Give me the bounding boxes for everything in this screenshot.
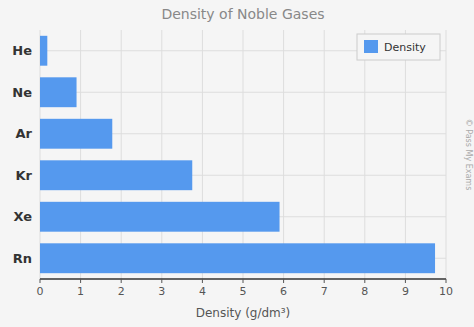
bar bbox=[40, 202, 280, 232]
grid-line-y bbox=[40, 92, 446, 93]
bar bbox=[40, 243, 435, 273]
grid-line-x bbox=[324, 30, 325, 279]
x-tick bbox=[243, 279, 244, 283]
y-tick-label: Ne bbox=[12, 85, 32, 100]
y-tick-label: Rn bbox=[13, 251, 32, 266]
x-tick bbox=[405, 279, 406, 283]
y-tick-label: He bbox=[12, 43, 32, 58]
y-axis: Rn Xe Kr Ar Ne He bbox=[12, 43, 32, 266]
x-tick bbox=[80, 279, 81, 283]
x-tick-label: 9 bbox=[402, 285, 409, 298]
x-tick-label: 0 bbox=[37, 285, 44, 298]
x-tick bbox=[161, 279, 162, 283]
bar bbox=[40, 119, 112, 149]
legend-label: Density bbox=[384, 41, 426, 54]
x-tick-label: 1 bbox=[77, 285, 84, 298]
y-tick-label: Xe bbox=[14, 209, 33, 224]
grid-line-x bbox=[283, 30, 284, 279]
x-tick-label: 6 bbox=[280, 285, 287, 298]
grid-line-x bbox=[40, 30, 41, 279]
x-tick-label: 3 bbox=[158, 285, 165, 298]
x-axis-label: Density (g/dm³) bbox=[196, 306, 291, 320]
x-tick-label: 7 bbox=[321, 285, 328, 298]
x-tick bbox=[283, 279, 284, 283]
grid-line-x bbox=[243, 30, 244, 279]
grid-line-x bbox=[80, 30, 81, 279]
grid-line-x bbox=[364, 30, 365, 279]
grid-line-x bbox=[121, 30, 122, 279]
x-tick-label: 10 bbox=[439, 285, 453, 298]
bar bbox=[40, 36, 47, 66]
x-tick-label: 2 bbox=[118, 285, 125, 298]
x-axis: 0 1 2 3 4 5 6 7 8 9 10 Density (g/dm³) bbox=[37, 279, 454, 320]
x-tick bbox=[40, 279, 41, 283]
title: Density of Noble Gases bbox=[161, 6, 324, 22]
x-tick-label: 8 bbox=[361, 285, 368, 298]
x-tick bbox=[446, 279, 447, 283]
chart: 0 1 2 3 4 5 6 7 8 9 10 Density (g/dm³) Rn Xe Kr Ar Ne He D… bbox=[0, 0, 474, 327]
y-tick-label: Kr bbox=[16, 168, 33, 183]
grid-line-x bbox=[161, 30, 162, 279]
grid-line-x bbox=[446, 30, 447, 279]
grid-line-x bbox=[405, 30, 406, 279]
x-tick bbox=[202, 279, 203, 283]
x-tick-label: 5 bbox=[240, 285, 247, 298]
bar bbox=[40, 160, 192, 190]
bar bbox=[40, 77, 77, 107]
watermark: © Pass My Exams bbox=[464, 119, 473, 191]
grid bbox=[40, 30, 446, 279]
legend-swatch bbox=[364, 40, 378, 53]
chart-container: 0 1 2 3 4 5 6 7 8 9 10 Density (g/dm³) Rn Xe Kr Ar Ne He D… bbox=[0, 0, 474, 327]
x-tick bbox=[324, 279, 325, 283]
x-tick bbox=[121, 279, 122, 283]
legend-box bbox=[357, 34, 440, 60]
background bbox=[0, 0, 474, 327]
x-tick bbox=[364, 279, 365, 283]
legend: Density bbox=[357, 34, 440, 60]
y-tick-label: Ar bbox=[16, 126, 33, 141]
x-tick-label: 4 bbox=[199, 285, 206, 298]
bars bbox=[40, 36, 435, 273]
grid-line-x bbox=[202, 30, 203, 279]
